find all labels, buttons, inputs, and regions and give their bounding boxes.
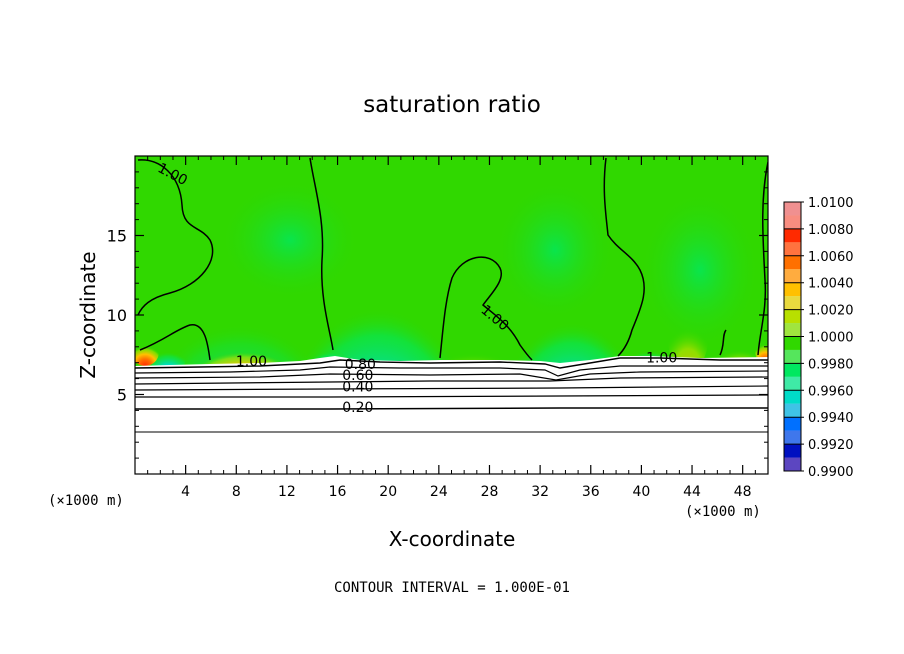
contour-line	[135, 385, 768, 391]
colorbar-swatch	[784, 242, 801, 257]
colorbar-swatch	[784, 323, 801, 337]
contour-label: 1.00	[236, 354, 267, 370]
contour-line	[135, 357, 768, 369]
contour-lines-1.00	[137, 157, 768, 361]
colorbar-swatch	[784, 444, 801, 458]
colorbar-label: 0.9940	[808, 411, 854, 426]
contour-line	[757, 161, 768, 356]
x-tick-label: 32	[531, 484, 549, 500]
colorbar-swatch	[784, 323, 801, 337]
colorbar-label: 1.0080	[808, 223, 854, 238]
colorbar: 1.0100 1.0080 1.0060 1.0040 1.0020 1.0000 0.99…	[783, 196, 854, 480]
colorbar-label: 0.9900	[808, 465, 854, 480]
y-axis-label: Z-coordinate	[76, 251, 100, 378]
colorbar-swatch	[784, 349, 801, 364]
x-tick-label: 24	[430, 484, 448, 500]
lower-layer	[135, 356, 768, 474]
colorbar-swatch	[784, 269, 801, 284]
contour-label: 0.80	[345, 357, 376, 373]
contour-line	[135, 370, 768, 381]
contour-line	[439, 256, 533, 361]
plot-area	[135, 156, 768, 474]
contour-line	[137, 159, 214, 316]
x-tick-label: 48	[734, 484, 752, 500]
colorbar-label: 1.0000	[808, 331, 854, 346]
colorbar-label: 1.0100	[808, 196, 854, 211]
colorbar-swatch	[784, 309, 801, 324]
colorbar-swatch	[784, 228, 801, 243]
colorbar-swatch	[784, 417, 801, 431]
colorbar-label: 0.9980	[808, 357, 854, 372]
x-unit-right: (×1000 m)	[685, 504, 761, 520]
y-axis: 5 10 15	[107, 171, 768, 459]
x-tick-label: 16	[329, 484, 347, 500]
x-axis-label: X-coordinate	[389, 527, 516, 551]
x-axis: 4 8 12 16 20 24 28 32 36 40 44 48	[147, 156, 756, 500]
contour-label: 0.60	[342, 368, 373, 384]
contour-line	[135, 394, 768, 398]
field-anomaly-yellow	[668, 310, 708, 370]
colorbar-swatch	[784, 269, 801, 284]
colorbar-swatch	[784, 376, 801, 391]
colorbar-swatch	[784, 376, 801, 391]
contour-line	[135, 365, 768, 377]
y-tick-label: 15	[107, 227, 127, 246]
contour-label: 1.00	[646, 351, 677, 367]
colorbar-label: 0.9960	[808, 384, 854, 399]
x-tick-label: 44	[683, 484, 701, 500]
colorbar-swatch	[784, 282, 801, 297]
x-tick-label: 12	[278, 484, 296, 500]
colorbar-swatch	[784, 363, 801, 377]
colorbar-label: 1.0020	[808, 304, 854, 319]
x-tick-label: 36	[582, 484, 600, 500]
x-tick-label: 20	[379, 484, 397, 500]
contour-line	[139, 324, 211, 361]
colorbar-swatch	[784, 202, 801, 216]
colorbar-swatch	[784, 242, 801, 257]
colorbar-swatch	[784, 430, 801, 445]
colorbar-label: 1.0060	[808, 250, 854, 265]
x-tick-label: 40	[632, 484, 650, 500]
contour-line	[135, 376, 768, 385]
colorbar-swatch	[784, 403, 801, 418]
colorbar-label: 1.0040	[808, 277, 854, 292]
colorbar-swatch	[784, 296, 801, 311]
colorbar-swatch	[784, 215, 801, 230]
contour-lines-lower	[135, 357, 768, 433]
colorbar-label: 0.9920	[808, 438, 854, 453]
colorbar-swatch	[784, 390, 801, 404]
contour-line	[135, 407, 768, 410]
colorbar-swatch	[784, 403, 801, 418]
y-tick-label: 10	[107, 306, 127, 325]
x-tick-label: 28	[481, 484, 499, 500]
colorbar-swatch	[784, 255, 801, 270]
chart-title: saturation ratio	[363, 92, 541, 118]
x-tick-label: 4	[181, 484, 190, 500]
colorbar-swatch	[784, 215, 801, 230]
colorbar-swatch	[784, 430, 801, 445]
contour-interval-note: CONTOUR INTERVAL = 1.000E-01	[334, 580, 570, 596]
x-tick-label: 8	[232, 484, 241, 500]
colorbar-swatch	[784, 296, 801, 311]
colorbar-swatch	[784, 336, 801, 350]
x-unit-left: (×1000 m)	[48, 493, 124, 509]
contour-line	[309, 157, 334, 351]
y-tick-label: 5	[117, 386, 127, 405]
field-light-patch	[640, 190, 760, 350]
colorbar-swatch	[784, 457, 801, 472]
contour-label: 0.40	[342, 379, 373, 395]
colorbar-swatch	[784, 349, 801, 364]
contour-label: 0.20	[342, 400, 373, 416]
colorbar-swatch	[784, 457, 801, 472]
contour-line	[719, 329, 727, 356]
contour-line	[603, 157, 645, 357]
field-anomaly-red	[135, 338, 159, 366]
